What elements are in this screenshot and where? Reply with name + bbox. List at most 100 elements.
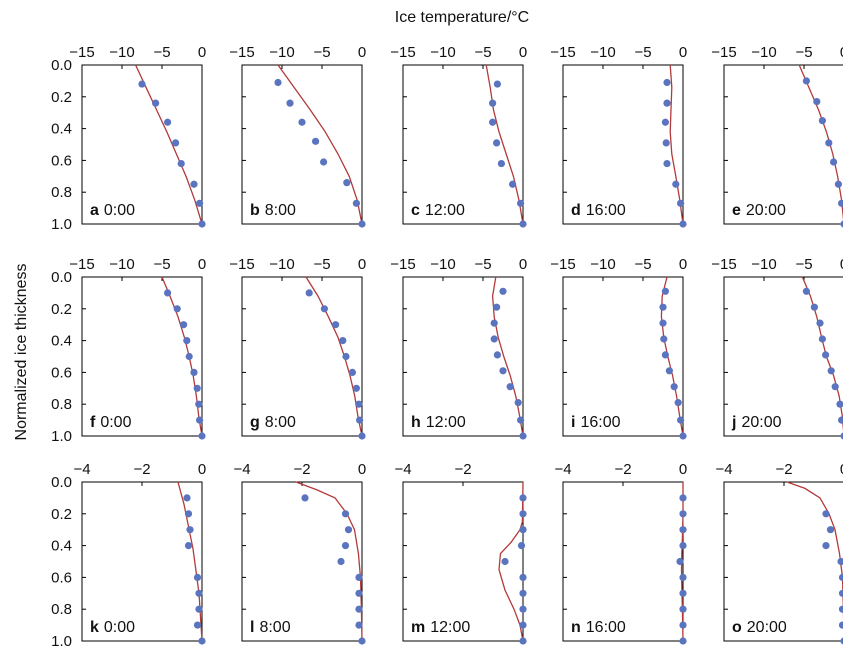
y-axis-title: Normalized ice thickness <box>13 264 30 441</box>
panel-frame <box>81 64 203 225</box>
panel-id: j <box>731 414 736 431</box>
x-tick-label: 0 <box>358 44 366 61</box>
x-tick-label: −5 <box>313 44 330 61</box>
measured-point <box>190 368 198 376</box>
x-tick-label: 0 <box>358 461 366 478</box>
x-tick-label: 0 <box>679 461 687 478</box>
measured-point <box>679 494 687 502</box>
x-tick-label: −15 <box>390 44 415 61</box>
model-curve <box>798 64 843 221</box>
x-tick-label: −15 <box>711 44 736 61</box>
panel-time: 16:00 <box>586 619 626 636</box>
measured-point <box>831 383 839 391</box>
y-tick-label: 0.4 <box>51 538 72 555</box>
x-tick-label: 0 <box>840 44 843 61</box>
panel-l: −4 −2 0 l 8:00 <box>233 461 366 645</box>
measured-point <box>825 139 833 147</box>
measured-point <box>138 80 146 88</box>
x-tick-label: −15 <box>390 256 415 273</box>
measured-point <box>822 351 830 359</box>
model-curve <box>135 64 203 225</box>
measured-point <box>195 605 203 613</box>
panel-time: 8:00 <box>265 414 296 431</box>
panel-time: 0:00 <box>104 619 135 636</box>
x-tick-label: −4 <box>554 461 571 478</box>
panel-label: j 20:00 <box>731 414 782 431</box>
x-axis-title: Ice temperature/°C <box>395 9 529 26</box>
panel-a: −15 −10 −5 0 0.0 0.2 0.4 0.6 0.8 1.0 a 0:00 <box>51 44 206 233</box>
panel-c: −15 −10 −5 0 c 12:00 <box>390 44 527 228</box>
measured-point <box>342 352 350 361</box>
model-curve <box>669 64 684 225</box>
measured-point <box>840 637 843 645</box>
panel-h: −15 −10 −5 0 h 12:00 <box>390 256 527 440</box>
measured-point <box>802 77 811 85</box>
x-tick-label: −2 <box>614 461 631 478</box>
panel-time: 16:00 <box>580 414 620 431</box>
panel-i: −15 −10 −5 0 i 16:00 <box>550 256 687 440</box>
x-tick-label: −5 <box>634 256 651 273</box>
measured-point <box>838 605 843 613</box>
panel-label: h 12:00 <box>411 414 466 431</box>
measured-point <box>834 180 843 188</box>
panel-time: 0:00 <box>104 202 135 219</box>
y-tick-label: 0.8 <box>51 601 72 618</box>
y-tick-label: 0.2 <box>51 89 72 106</box>
measured-point <box>676 557 684 566</box>
measured-point <box>662 139 670 147</box>
model-curve <box>295 481 363 642</box>
measured-point <box>679 573 687 582</box>
measured-point <box>343 179 351 187</box>
panel-id: l <box>250 619 254 636</box>
measured-point <box>672 180 680 188</box>
model-curve <box>498 481 524 642</box>
measured-point <box>838 573 843 581</box>
measured-point <box>193 384 201 392</box>
measured-point <box>508 180 517 188</box>
panel-frame <box>241 64 363 225</box>
x-tick-label: −2 <box>775 461 792 478</box>
measured-point <box>506 383 514 391</box>
y-tick-label: 0.2 <box>51 506 72 523</box>
panel-f: −15 −10 −5 0 0.0 0.2 0.4 0.6 0.8 1.0 f 0:00 <box>51 256 206 445</box>
x-tick-label: 0 <box>679 44 687 61</box>
measured-point <box>198 220 206 228</box>
panel-time: 8:00 <box>259 619 290 636</box>
y-tick-label: 1.0 <box>51 633 72 649</box>
measured-point <box>184 542 193 550</box>
measured-point <box>355 605 363 613</box>
measured-point <box>679 621 687 629</box>
measured-point <box>663 78 671 87</box>
measured-point <box>312 137 320 145</box>
panel-e: −15 −10 −5 0 e 20:00 <box>711 44 843 228</box>
measured-point <box>827 367 835 375</box>
model-curve <box>305 276 363 437</box>
panel-id: h <box>411 414 421 431</box>
panel-time: 20:00 <box>741 414 781 431</box>
panel-id: n <box>571 619 581 636</box>
measured-point <box>802 287 811 295</box>
measured-point <box>679 220 687 228</box>
y-tick-label: 0.0 <box>51 474 72 491</box>
panel-label: k 0:00 <box>90 619 135 636</box>
measured-point <box>813 97 821 106</box>
panel-time: 0:00 <box>100 414 131 431</box>
panel-k: −4 −2 0 0.0 0.2 0.4 0.6 0.8 1.0 k 0:00 <box>51 461 206 649</box>
measured-point <box>838 589 843 597</box>
x-tick-label: −15 <box>229 44 254 61</box>
measured-point <box>190 180 198 188</box>
measured-point <box>679 526 687 534</box>
measured-point <box>679 542 687 550</box>
measured-point <box>840 432 843 440</box>
measured-point <box>274 78 282 87</box>
x-tick-label: −4 <box>394 461 411 478</box>
measured-point <box>198 637 206 645</box>
panel-d: −15 −10 −5 0 d 16:00 <box>550 44 687 228</box>
panel-label: o 20:00 <box>732 619 787 636</box>
measured-point <box>164 118 172 126</box>
measured-point <box>320 158 328 166</box>
measured-point <box>822 510 830 518</box>
y-tick-label: 1.0 <box>51 428 72 445</box>
x-tick-label: 0 <box>679 256 687 273</box>
